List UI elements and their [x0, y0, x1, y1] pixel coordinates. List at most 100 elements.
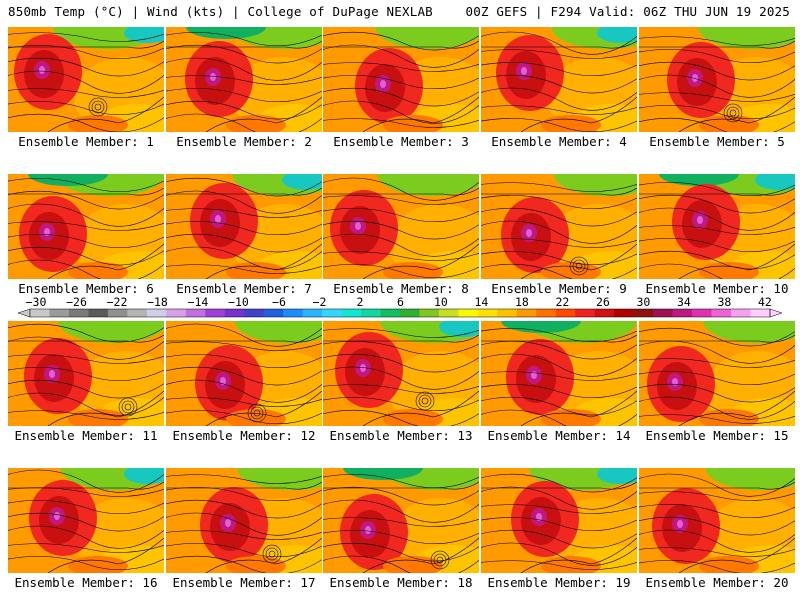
ensemble-member-label: Ensemble Member: 18 [329, 575, 473, 590]
colorbar-tick-label: −18 [147, 296, 168, 309]
colorbar-tick-label: −22 [107, 296, 128, 309]
colorbar-swatch [633, 309, 654, 317]
ensemble-map-panel [8, 27, 164, 132]
ensemble-member-label: Ensemble Member: 8 [333, 281, 469, 296]
colorbar-tick-label: −6 [272, 296, 286, 309]
colorbar-tick-label: 30 [636, 296, 650, 309]
colorbar-swatch [458, 309, 479, 317]
colorbar-swatch [244, 309, 264, 317]
colorbar-tick-label: 38 [717, 296, 731, 309]
ensemble-map-panel [639, 321, 795, 426]
colorbar-swatch [127, 309, 148, 317]
colorbar-swatch [205, 309, 226, 317]
colorbar-swatch [672, 309, 693, 317]
ensemble-member-label: Ensemble Member: 14 [487, 428, 631, 443]
colorbar-tick-label: 34 [677, 296, 691, 309]
colorbar-right-arrow [769, 308, 783, 318]
ensemble-member-label: Ensemble Member: 11 [14, 428, 158, 443]
colorbar-swatch [185, 309, 206, 317]
ensemble-map-panel [8, 321, 164, 426]
ensemble-member-label: Ensemble Member: 3 [333, 134, 469, 149]
ensemble-member-label: Ensemble Member: 6 [18, 281, 154, 296]
colorbar-swatch [575, 309, 596, 317]
colorbar-swatch [653, 309, 673, 317]
ensemble-map-panel [323, 468, 479, 573]
ensemble-map-panel [639, 468, 795, 573]
ensemble-member-label: Ensemble Member: 20 [645, 575, 789, 590]
ensemble-member-label: Ensemble Member: 17 [172, 575, 316, 590]
ensemble-member-label: Ensemble Member: 5 [649, 134, 785, 149]
ensemble-member-label: Ensemble Member: 1 [18, 134, 154, 149]
colorbar-tick-label: 6 [397, 296, 404, 309]
ensemble-map-panel [323, 321, 479, 426]
ensemble-map-panel [8, 174, 164, 279]
colorbar-swatch [166, 309, 187, 317]
colorbar-swatch [49, 309, 70, 317]
colorbar-swatch [107, 309, 128, 317]
colorbar-tick-label: −10 [228, 296, 249, 309]
ensemble-map-panel [639, 27, 795, 132]
colorbar-swatch [594, 309, 615, 317]
colorbar-swatch [516, 309, 537, 317]
ensemble-member-label: Ensemble Member: 9 [491, 281, 627, 296]
colorbar-swatch [224, 309, 245, 317]
header-run-info: 00Z GEFS | F294 Valid: 06Z THU JUN 19 20… [465, 4, 790, 19]
colorbar-swatch [341, 309, 362, 317]
ensemble-map-panel [323, 174, 479, 279]
colorbar-swatch [419, 309, 440, 317]
colorbar-swatch [146, 309, 167, 317]
colorbar-swatch [731, 309, 751, 317]
colorbar-swatch [263, 309, 284, 317]
ensemble-member-label: Ensemble Member: 10 [645, 281, 789, 296]
colorbar-swatch [88, 309, 109, 317]
colorbar-tick-label: −30 [26, 296, 47, 309]
ensemble-member-label: Ensemble Member: 2 [176, 134, 312, 149]
colorbar-swatch [322, 309, 342, 317]
colorbar-swatch [750, 309, 771, 317]
colorbar-tick-label: 26 [596, 296, 610, 309]
colorbar-swatch [711, 309, 732, 317]
colorbar-swatch [536, 309, 557, 317]
ensemble-map-panel [481, 27, 637, 132]
colorbar-tick-label: 14 [475, 296, 489, 309]
colorbar-swatch [361, 309, 381, 317]
ensemble-map-panel [481, 174, 637, 279]
colorbar-tick-label: 42 [758, 296, 772, 309]
ensemble-map-panel [481, 321, 637, 426]
colorbar-left-arrow [17, 308, 31, 318]
colorbar-tick-label: −14 [188, 296, 209, 309]
colorbar-swatch [477, 309, 498, 317]
colorbar-tick-label: 22 [555, 296, 569, 309]
ensemble-member-label: Ensemble Member: 12 [172, 428, 316, 443]
colorbar-swatch [400, 309, 420, 317]
ensemble-map-panel [8, 468, 164, 573]
colorbar-swatch [692, 309, 712, 317]
header-title: 850mb Temp (°C) | Wind (kts) | College o… [8, 4, 433, 19]
colorbar-swatch [438, 309, 459, 317]
ensemble-member-label: Ensemble Member: 7 [176, 281, 312, 296]
ensemble-member-label: Ensemble Member: 19 [487, 575, 631, 590]
ensemble-member-label: Ensemble Member: 13 [329, 428, 473, 443]
ensemble-member-label: Ensemble Member: 16 [14, 575, 158, 590]
ensemble-map-panel [166, 174, 322, 279]
colorbar-tick-label: −2 [313, 296, 327, 309]
colorbar-tick-label: 18 [515, 296, 529, 309]
ensemble-map-panel [166, 27, 322, 132]
temperature-colorbar: −30 −26 −22 −18 −14 −10 −6 −2 2 6 10 14 18 22 26 30 34 38… [17, 296, 783, 318]
colorbar-tick-label: −26 [66, 296, 87, 309]
colorbar-swatch [30, 309, 50, 317]
ensemble-member-label: Ensemble Member: 4 [491, 134, 627, 149]
colorbar-swatch [497, 309, 518, 317]
ensemble-map-panel [481, 468, 637, 573]
colorbar-swatch [555, 309, 576, 317]
colorbar-tick-label: 10 [434, 296, 448, 309]
ensemble-map-panel [166, 321, 322, 426]
colorbar-swatch [380, 309, 401, 317]
colorbar-swatch [283, 309, 303, 317]
ensemble-map-panel [639, 174, 795, 279]
colorbar-swatch [68, 309, 89, 317]
colorbar-tick-label: 2 [356, 296, 363, 309]
colorbar-swatch [302, 309, 323, 317]
colorbar-swatch [614, 309, 634, 317]
ensemble-map-panel [166, 468, 322, 573]
